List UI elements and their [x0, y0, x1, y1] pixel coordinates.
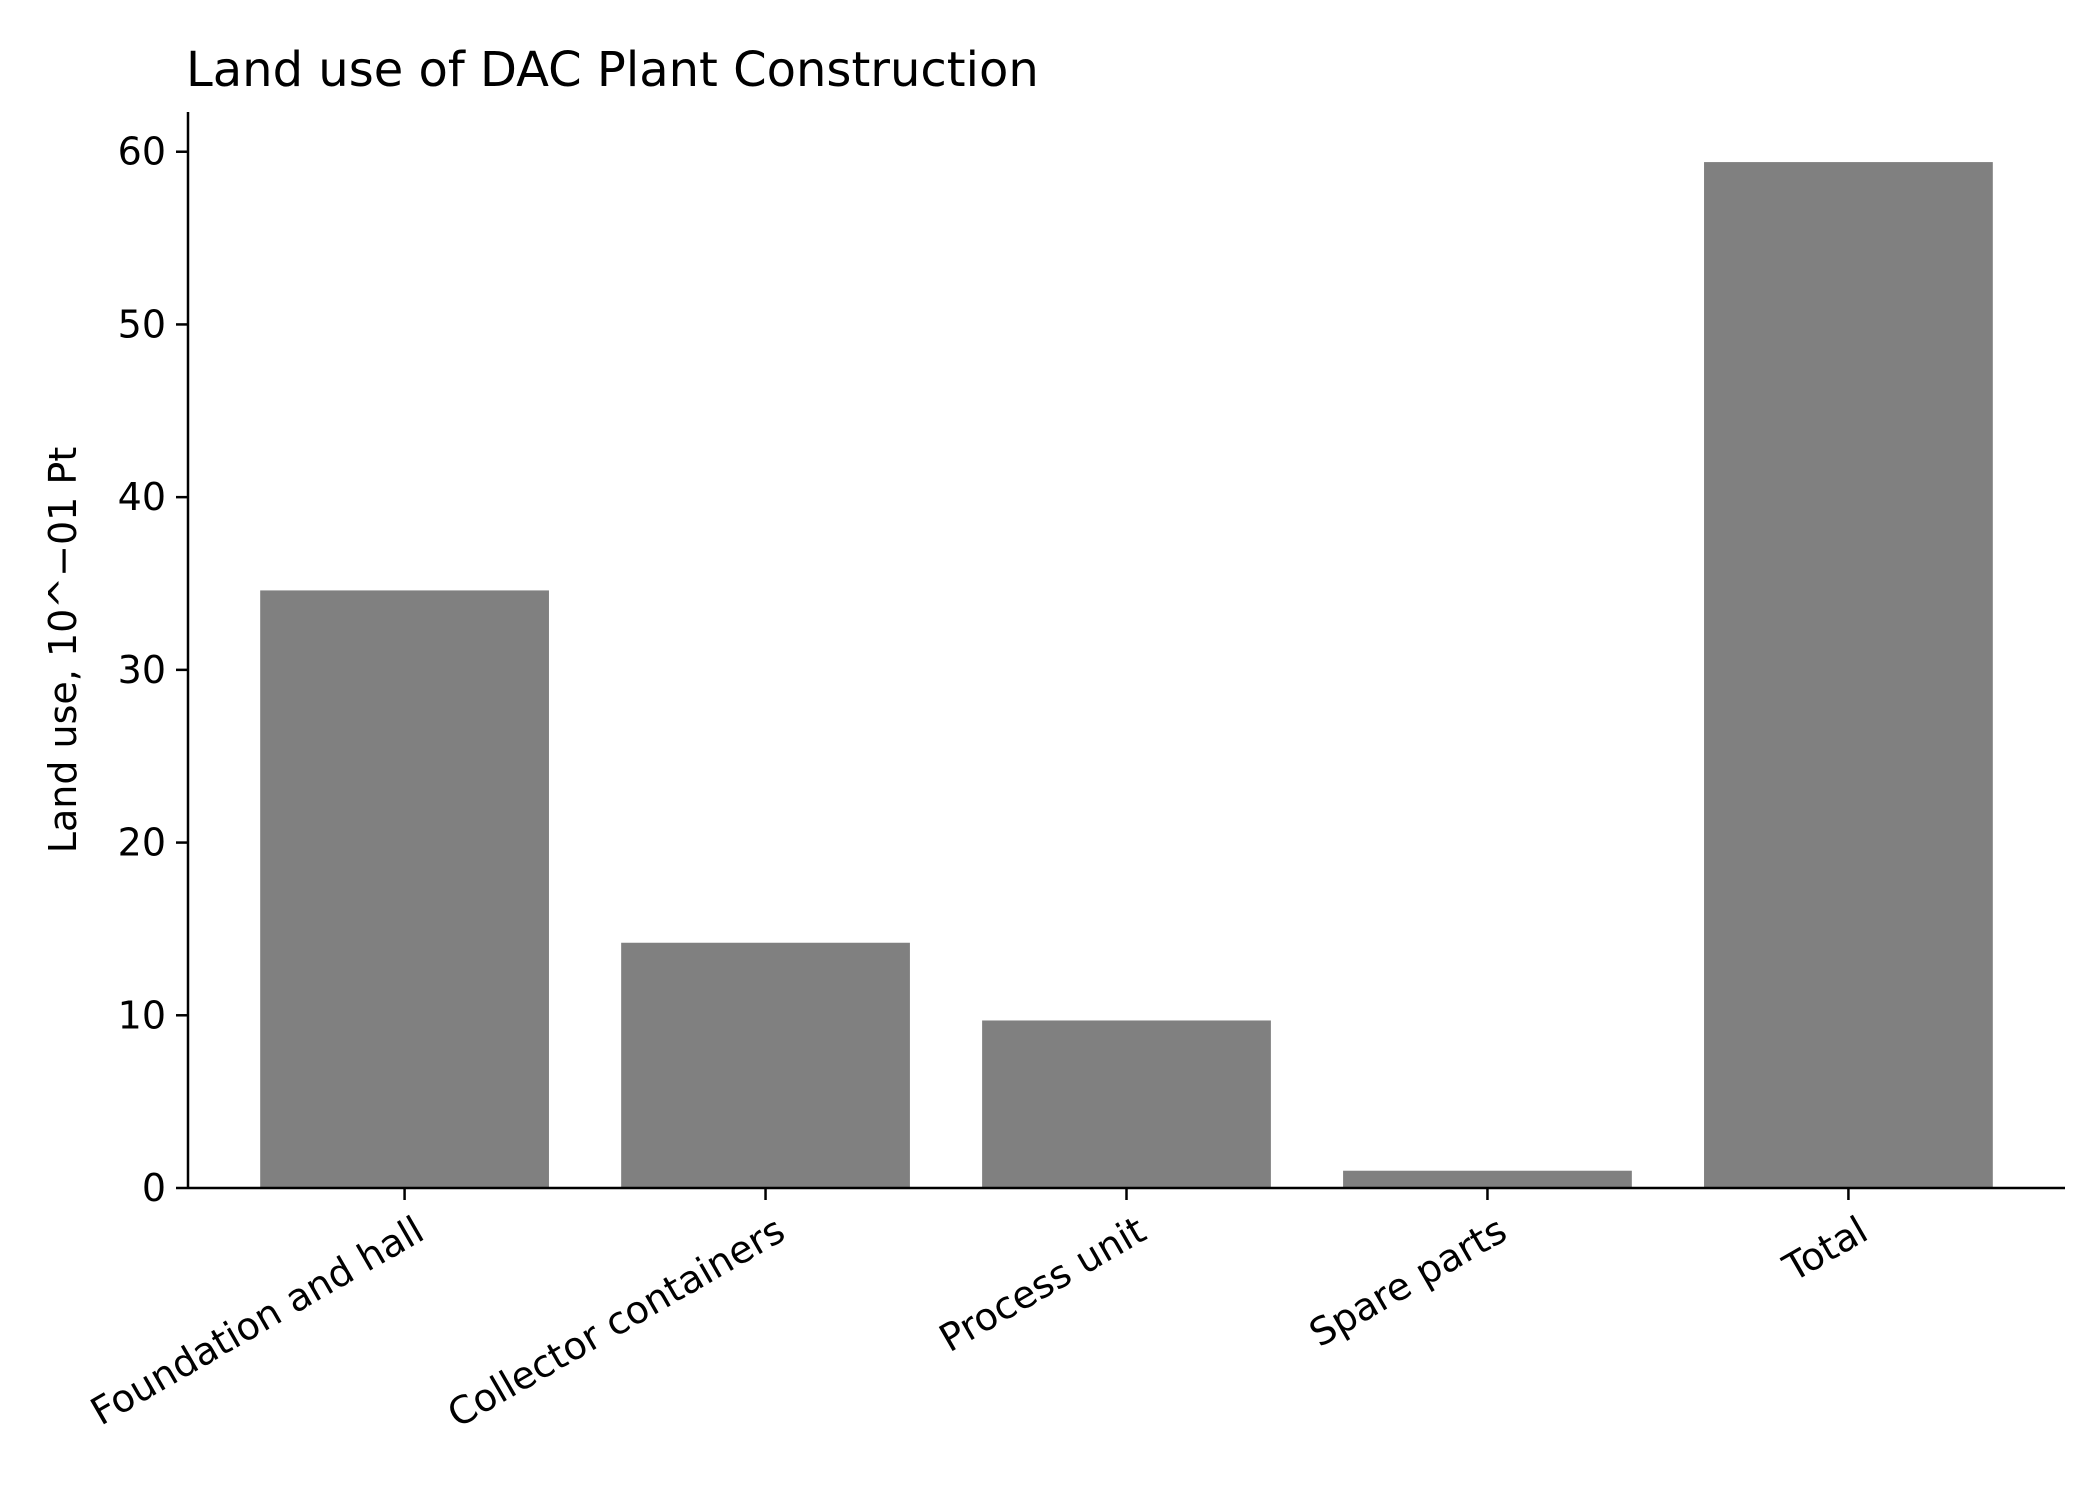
- y-tick-label: 20: [118, 821, 166, 865]
- y-tick-label: 10: [118, 993, 166, 1037]
- bars-group: [260, 162, 1993, 1188]
- y-tick-label: 50: [118, 302, 166, 346]
- x-tick-label: Process unit: [932, 1208, 1153, 1361]
- x-tick-label: Foundation and hall: [83, 1208, 431, 1434]
- bar: [1704, 162, 1993, 1188]
- x-tick-label: Collector containers: [440, 1208, 792, 1437]
- bar: [1343, 1170, 1632, 1188]
- x-tick-label: Spare parts: [1302, 1208, 1514, 1356]
- bar: [260, 590, 549, 1188]
- bar: [621, 942, 910, 1188]
- y-axis: 0 10 20 30 40 50 60: [118, 130, 188, 1210]
- chart-title: Land use of DAC Plant Construction: [186, 42, 1039, 98]
- y-tick-label: 30: [118, 648, 166, 692]
- x-tick-label: Total: [1775, 1208, 1875, 1291]
- y-tick-label: 40: [118, 475, 166, 519]
- y-axis-title: Land use, 10^−01 Pt: [41, 447, 85, 853]
- bar: [982, 1020, 1271, 1188]
- y-tick-label: 60: [118, 130, 166, 174]
- x-axis: Foundation and hall Collector containers P…: [83, 1188, 1875, 1436]
- y-tick-label: 0: [142, 1166, 166, 1210]
